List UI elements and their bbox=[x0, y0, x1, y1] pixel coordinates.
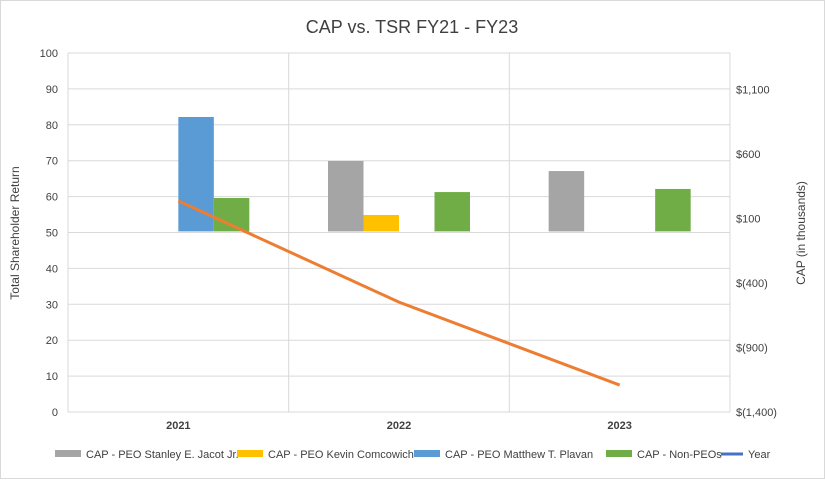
y-tick-label: 50 bbox=[46, 228, 58, 240]
legend: CAP - PEO Stanley E. Jacot Jr. CAP - PEO … bbox=[55, 449, 771, 461]
x-tick-label: 2022 bbox=[387, 420, 411, 432]
bar-2022-series-0 bbox=[328, 161, 364, 231]
y-tick-label: 70 bbox=[46, 156, 58, 168]
legend-label: CAP - PEO Stanley E. Jacot Jr. bbox=[86, 449, 239, 461]
bar-2022-series-3 bbox=[435, 192, 471, 231]
y2-tick-label: $(900) bbox=[736, 343, 768, 355]
y-tick-label: 60 bbox=[46, 192, 58, 204]
y-tick-label: 80 bbox=[46, 120, 58, 132]
y-tick-label: 40 bbox=[46, 263, 58, 275]
y2-tick-label: $600 bbox=[736, 149, 760, 161]
legend-label: Year bbox=[748, 449, 771, 461]
legend-label: CAP - PEO Matthew T. Plavan bbox=[445, 449, 593, 461]
x-tick-label: 2021 bbox=[166, 420, 190, 432]
legend-swatch bbox=[237, 450, 263, 457]
y-axis-label: Total Shareholder Return bbox=[8, 166, 22, 299]
y-tick-label: 100 bbox=[40, 48, 58, 60]
bar-2022-series-1 bbox=[364, 215, 400, 231]
y2-tick-label: $(1,400) bbox=[736, 407, 777, 419]
bar-2023-series-0 bbox=[549, 171, 585, 231]
y2-tick-label: $(400) bbox=[736, 278, 768, 290]
legend-swatch bbox=[55, 450, 81, 457]
y-tick-label: 20 bbox=[46, 335, 58, 347]
legend-label: CAP - PEO Kevin Comcowich bbox=[268, 449, 414, 461]
legend-swatch bbox=[606, 450, 632, 457]
y-tick-label: 0 bbox=[52, 407, 58, 419]
y-tick-label: 10 bbox=[46, 371, 58, 383]
y-tick-label: 90 bbox=[46, 84, 58, 96]
chart-title: CAP vs. TSR FY21 - FY23 bbox=[306, 17, 518, 37]
y2-tick-label: $1,100 bbox=[736, 85, 770, 97]
legend-label: CAP - Non-PEOs bbox=[637, 449, 722, 461]
legend-swatch bbox=[414, 450, 440, 457]
y2-tick-label: $100 bbox=[736, 214, 760, 226]
x-tick-label: 2023 bbox=[607, 420, 631, 432]
y-tick-label: 30 bbox=[46, 299, 58, 311]
y2-axis-label: CAP (in thousands) bbox=[794, 181, 808, 285]
bar-2023-series-3 bbox=[655, 189, 691, 231]
